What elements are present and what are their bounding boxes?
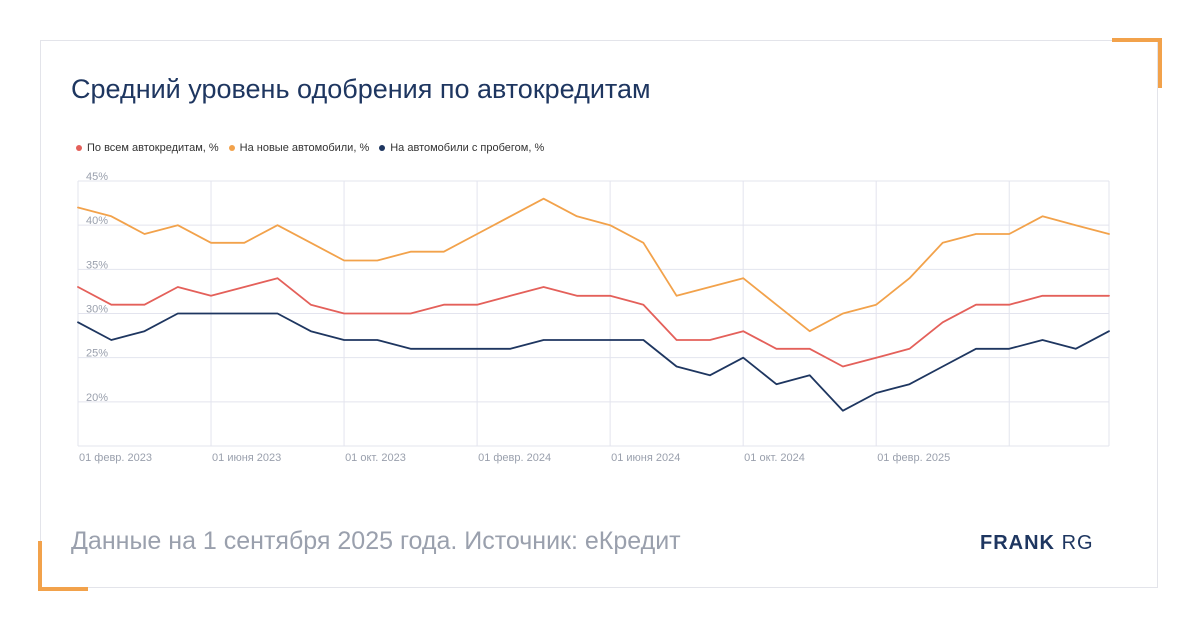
legend-label-new: На новые автомобили, % <box>239 142 370 154</box>
frank-rg-logo[interactable]: FRANK RG <box>980 532 1094 555</box>
x-tick-label: 01 окт. 2024 <box>744 452 805 464</box>
logo-light: RG <box>1061 532 1094 554</box>
y-tick-label: 20% <box>86 392 108 404</box>
y-tick-label: 45% <box>86 171 108 183</box>
legend-item-all[interactable]: По всем автокредитам, % <box>76 142 219 154</box>
corner-accent-top-right-vertical <box>1158 38 1162 88</box>
legend-label-all: По всем автокредитам, % <box>87 142 219 154</box>
x-tick-label: 01 февр. 2023 <box>79 452 152 464</box>
corner-accent-bottom-left-vertical <box>38 541 42 591</box>
x-tick-label: 01 окт. 2023 <box>345 452 406 464</box>
series-layer <box>77 197 1110 412</box>
logo-strong: FRANK <box>980 532 1055 554</box>
series-line-1[interactable] <box>77 197 1110 333</box>
legend-dot-all-icon <box>76 145 82 151</box>
x-tick-label: 01 февр. 2025 <box>877 452 950 464</box>
grid-layer <box>77 180 1110 447</box>
x-tick-label: 01 июня 2023 <box>212 452 281 464</box>
source-note: Данные на 1 сентября 2025 года. Источник… <box>71 527 681 555</box>
series-line-2[interactable] <box>77 312 1110 412</box>
corner-accent-top-right <box>1112 38 1162 42</box>
y-tick-label: 35% <box>86 259 108 271</box>
legend-dot-new-icon <box>228 145 235 151</box>
legend-dot-used-icon <box>379 145 386 151</box>
x-tick-label: 01 июня 2024 <box>611 452 680 464</box>
legend-label-used: На автомобили с пробегом, % <box>390 142 545 154</box>
chart-legend: По всем автокредитам, % На новые автомоб… <box>76 142 544 154</box>
series-line-0[interactable] <box>77 277 1110 368</box>
y-tick-label: 25% <box>86 348 108 360</box>
chart-title: Средний уровень одобрения по автокредита… <box>71 74 651 104</box>
legend-item-new[interactable]: На новые автомобили, % <box>228 142 370 154</box>
x-tick-label: 01 февр. 2024 <box>478 452 551 464</box>
legend-item-used[interactable]: На автомобили с пробегом, % <box>379 142 544 154</box>
label-layer: 45% 40% 35% 30% 25% 20% 01 февр. 2023 01 июня 2… <box>79 171 950 464</box>
y-tick-label: 30% <box>86 304 108 316</box>
y-tick-label: 40% <box>86 215 108 227</box>
corner-accent-bottom-left <box>38 587 88 591</box>
